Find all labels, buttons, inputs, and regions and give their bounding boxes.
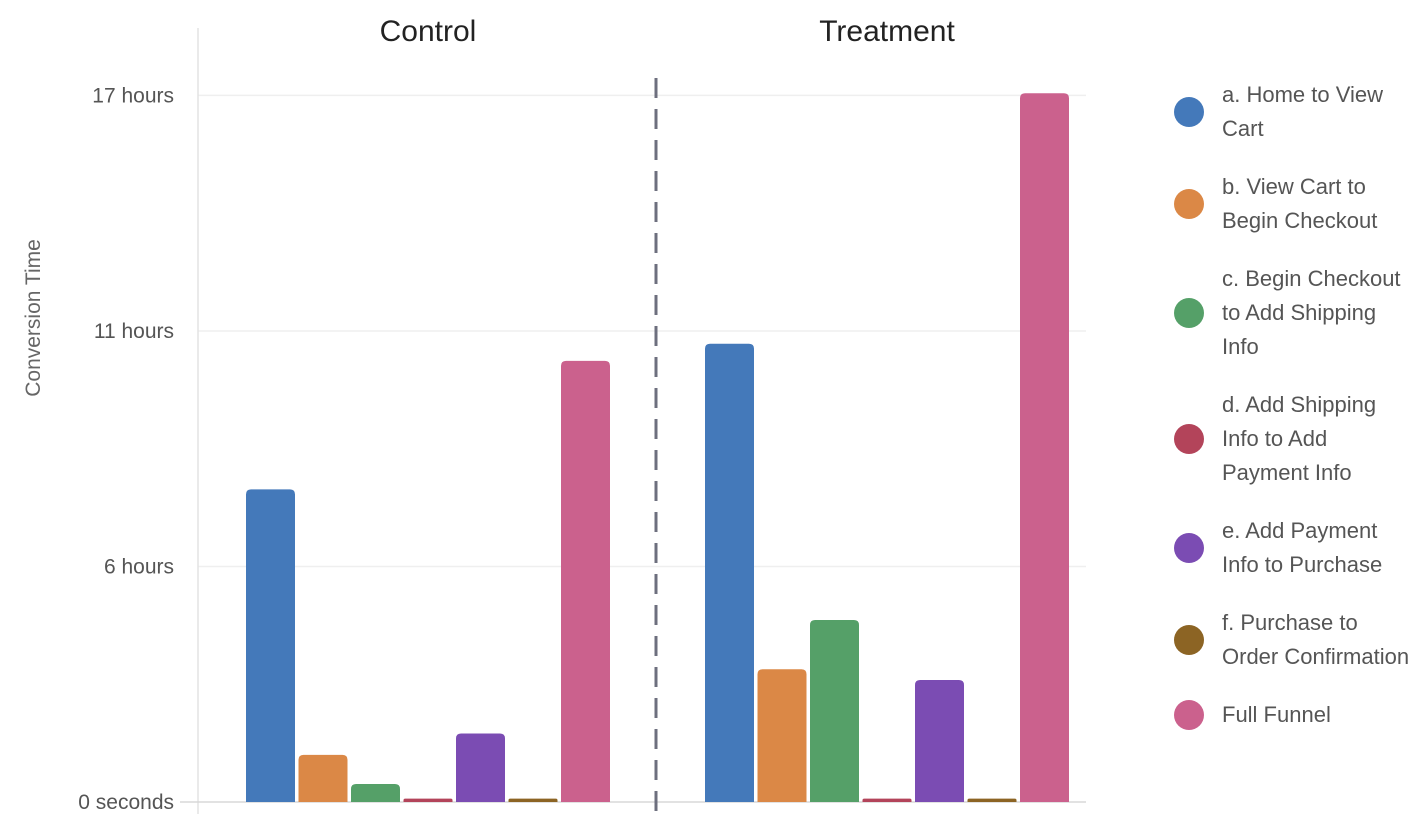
legend-swatch [1174,424,1204,454]
legend-item[interactable]: a. Home to View Cart [1174,78,1424,146]
bar-treatment-6[interactable] [967,798,1017,802]
legend: a. Home to View Cart b. View Cart to Begi… [1174,78,1424,756]
bar-treatment-2[interactable] [757,669,807,802]
gridlines [198,94,1086,568]
bar-control-2[interactable] [298,754,348,802]
bar-control-1[interactable] [246,489,295,802]
bar-control-3[interactable] [351,784,400,802]
legend-swatch [1174,533,1204,563]
legend-item[interactable]: c. Begin Checkout to Add Shipping Info [1174,262,1424,364]
bar-treatment-5[interactable] [915,679,964,802]
legend-item[interactable]: d. Add Shipping Info to Add Payment Info [1174,388,1424,490]
bar-control-4[interactable] [403,798,453,802]
legend-swatch [1174,298,1204,328]
bar-treatment-3[interactable] [810,620,859,802]
legend-item[interactable]: Full Funnel [1174,698,1424,732]
legend-swatch [1174,189,1204,219]
group-title-control: Control [380,15,477,48]
bar-treatment-4[interactable] [862,798,912,802]
bar-control-5[interactable] [456,733,505,802]
y-tick-label: 0 seconds [78,791,174,814]
y-tick-label: 11 hours [94,320,174,343]
legend-label: Full Funnel [1222,702,1331,727]
legend-label: b. View Cart to Begin Checkout [1222,174,1378,233]
y-axis-title: Conversion Time [22,239,45,397]
legend-swatch [1174,700,1204,730]
legend-item[interactable]: e. Add Payment Info to Purchase [1174,514,1424,582]
legend-label: c. Begin Checkout to Add Shipping Info [1222,266,1401,359]
legend-label: a. Home to View Cart [1222,82,1384,141]
legend-swatch [1174,97,1204,127]
y-tick-label: 17 hours [92,84,174,107]
bars [246,93,1069,803]
legend-label: e. Add Payment Info to Purchase [1222,518,1383,577]
group-titles: Control Treatment [380,15,956,48]
group-title-treatment: Treatment [819,15,955,48]
legend-label: f. Purchase to Order Confirmation [1222,610,1410,669]
legend-item[interactable]: b. View Cart to Begin Checkout [1174,170,1424,238]
legend-swatch [1174,625,1204,655]
bar-control-6[interactable] [508,798,558,802]
legend-label: d. Add Shipping Info to Add Payment Info [1222,392,1377,485]
bar-control-7[interactable] [561,360,610,802]
bar-treatment-7[interactable] [1020,93,1069,803]
y-axis-ticks: 0 seconds 6 hours 11 hours 17 hours [78,84,174,814]
y-tick-label: 6 hours [104,555,174,578]
legend-item[interactable]: f. Purchase to Order Confirmation [1174,606,1424,674]
bar-treatment-1[interactable] [705,343,754,802]
